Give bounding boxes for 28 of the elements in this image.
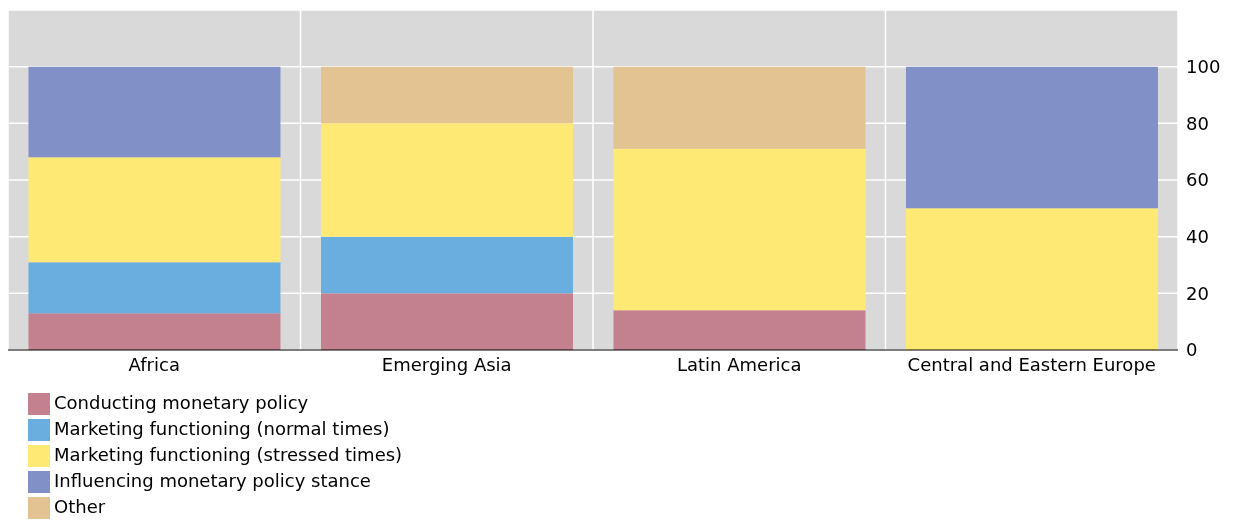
bar [613, 148, 866, 311]
bar [28, 157, 281, 263]
bar [28, 313, 281, 350]
legend-label: Marketing functioning (normal times) [54, 418, 390, 439]
bar [28, 66, 281, 158]
bar [320, 293, 573, 350]
bar [905, 66, 1158, 209]
y-tick-label: 60 [1186, 169, 1209, 191]
y-tick-label: 0 [1186, 339, 1198, 361]
bar [613, 310, 866, 350]
legend-label: Influencing monetary policy stance [54, 470, 371, 491]
bar [905, 208, 1158, 350]
y-tick-label: 100 [1186, 56, 1221, 78]
bar [613, 66, 866, 149]
y-tick-label: 40 [1186, 226, 1209, 248]
x-tick-label: Latin America [677, 353, 802, 375]
bar [320, 66, 573, 124]
y-tick-label: 80 [1186, 112, 1209, 134]
bar [28, 262, 281, 314]
x-tick-label: Africa [128, 353, 180, 375]
legend-label: Marketing functioning (stressed times) [54, 444, 403, 465]
bar [320, 236, 573, 294]
y-tick-label: 20 [1186, 282, 1209, 304]
legend-label: Other [54, 496, 106, 517]
legend-label: Conducting monetary policy [54, 392, 309, 413]
x-tick-label: Emerging Asia [381, 353, 512, 375]
x-tick-label: Central and Eastern Europe [907, 353, 1156, 375]
bar [320, 123, 573, 237]
